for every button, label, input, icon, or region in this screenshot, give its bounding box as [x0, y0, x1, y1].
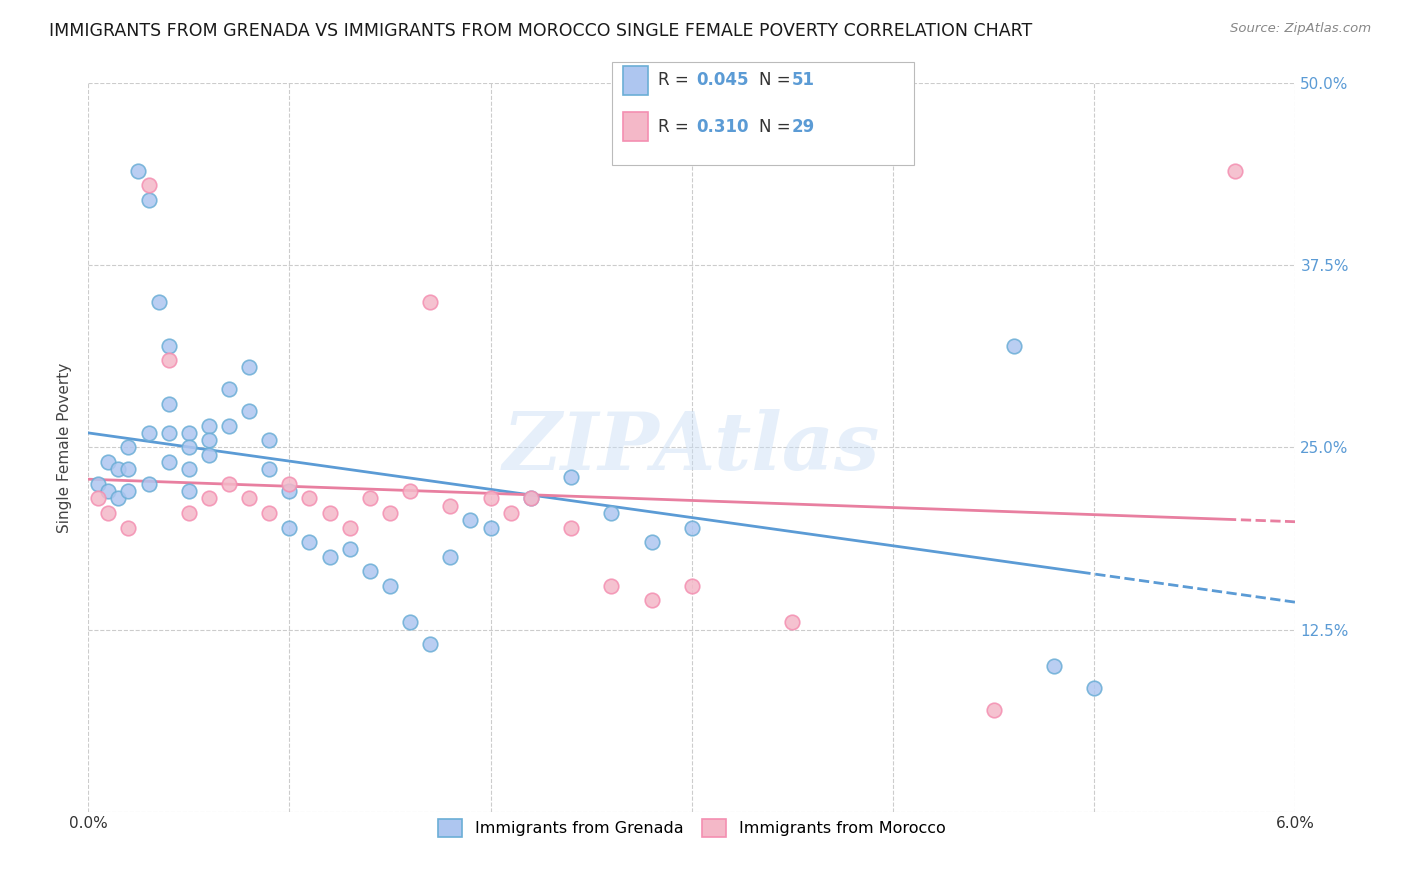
Point: [1002, 338, 1025, 352]
Text: N =: N =: [759, 71, 796, 89]
Point: [87, 491, 110, 506]
Point: [278, 484, 301, 499]
Point: [107, 491, 129, 506]
Point: [138, 425, 160, 440]
Point: [1223, 163, 1246, 178]
Point: [318, 549, 340, 564]
Point: [439, 499, 461, 513]
Point: [238, 491, 260, 506]
Point: [681, 520, 703, 534]
Point: [157, 425, 180, 440]
Point: [298, 535, 321, 549]
Point: [198, 491, 221, 506]
Point: [157, 338, 180, 352]
Point: [560, 469, 582, 483]
Point: [479, 520, 502, 534]
Point: [681, 579, 703, 593]
Text: R =: R =: [658, 118, 699, 136]
Point: [560, 520, 582, 534]
Point: [419, 637, 441, 651]
Point: [138, 193, 160, 207]
Point: [378, 506, 401, 520]
Point: [157, 455, 180, 469]
Text: Source: ZipAtlas.com: Source: ZipAtlas.com: [1230, 22, 1371, 36]
Point: [257, 434, 280, 448]
Point: [278, 476, 301, 491]
Point: [97, 506, 120, 520]
Point: [439, 549, 461, 564]
Point: [117, 484, 139, 499]
Text: N =: N =: [759, 118, 796, 136]
Point: [177, 425, 200, 440]
Point: [339, 542, 361, 557]
Point: [339, 520, 361, 534]
Point: [157, 397, 180, 411]
Point: [399, 615, 422, 630]
Point: [238, 404, 260, 418]
Point: [97, 455, 120, 469]
Point: [640, 535, 662, 549]
Point: [359, 491, 381, 506]
Point: [499, 506, 522, 520]
Point: [117, 462, 139, 476]
Point: [117, 520, 139, 534]
Point: [138, 476, 160, 491]
Point: [198, 418, 221, 433]
Point: [359, 564, 381, 578]
Point: [198, 448, 221, 462]
Point: [378, 579, 401, 593]
Point: [600, 506, 623, 520]
Point: [198, 434, 221, 448]
Point: [107, 462, 129, 476]
Text: 0.310: 0.310: [696, 118, 748, 136]
Point: [257, 462, 280, 476]
Point: [983, 703, 1005, 717]
Text: R =: R =: [658, 71, 695, 89]
Point: [399, 484, 422, 499]
Text: IMMIGRANTS FROM GRENADA VS IMMIGRANTS FROM MOROCCO SINGLE FEMALE POVERTY CORRELA: IMMIGRANTS FROM GRENADA VS IMMIGRANTS FR…: [49, 22, 1032, 40]
Text: 0.045: 0.045: [696, 71, 748, 89]
Text: 51: 51: [792, 71, 814, 89]
Point: [238, 360, 260, 375]
Point: [87, 476, 110, 491]
Point: [257, 506, 280, 520]
Point: [318, 506, 340, 520]
Point: [419, 294, 441, 309]
Point: [157, 353, 180, 368]
Point: [600, 579, 623, 593]
Point: [218, 418, 240, 433]
Point: [460, 513, 482, 527]
Point: [520, 491, 543, 506]
Point: [117, 441, 139, 455]
Point: [148, 294, 170, 309]
Point: [177, 441, 200, 455]
Point: [721, 128, 744, 142]
Point: [1083, 681, 1105, 695]
Point: [479, 491, 502, 506]
Point: [177, 484, 200, 499]
Point: [640, 593, 662, 607]
Y-axis label: Single Female Poverty: Single Female Poverty: [58, 362, 72, 533]
Point: [298, 491, 321, 506]
Point: [218, 382, 240, 396]
Point: [177, 462, 200, 476]
Point: [127, 163, 149, 178]
Point: [138, 178, 160, 193]
Text: 29: 29: [792, 118, 815, 136]
Point: [278, 520, 301, 534]
Point: [97, 484, 120, 499]
Point: [520, 491, 543, 506]
Point: [218, 476, 240, 491]
Point: [177, 506, 200, 520]
Point: [782, 615, 804, 630]
Text: ZIPAtlas: ZIPAtlas: [503, 409, 880, 486]
Legend: Immigrants from Grenada, Immigrants from Morocco: Immigrants from Grenada, Immigrants from…: [432, 813, 952, 844]
Point: [1043, 659, 1066, 673]
